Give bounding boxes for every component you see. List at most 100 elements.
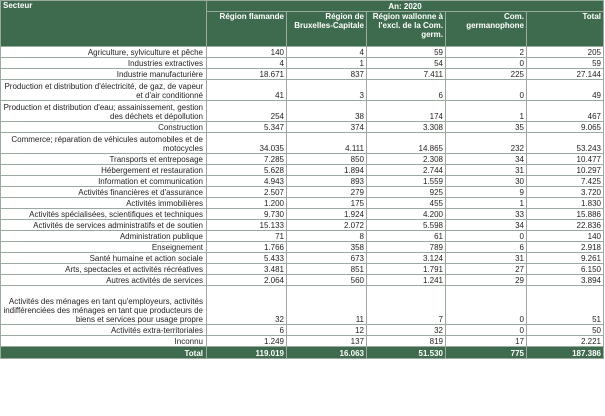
row-label: Enseignement: [0, 241, 207, 253]
cell-value: 2.308: [366, 153, 446, 165]
table-row: Information et communication 4.943 893 1.55…: [0, 175, 604, 187]
cell-value: 11: [286, 285, 367, 325]
cell-value: 1.559: [366, 175, 446, 187]
cell-value: 30: [445, 175, 527, 187]
row-label: Transports et entreposage: [0, 153, 207, 165]
row-label: Santé humaine et action sociale: [0, 252, 207, 264]
cell-value: 27: [445, 263, 527, 275]
cell-value: 27.144: [526, 68, 604, 80]
cell-value: 3.720: [526, 186, 604, 198]
cell-value: 7.411: [366, 68, 446, 80]
cell-value: 15.886: [526, 208, 604, 220]
table-row: Transports et entreposage 7.285 850 2.308 34…: [0, 153, 604, 165]
total-value: 119.019: [206, 346, 287, 359]
cell-value: 54: [366, 57, 446, 69]
cell-value: 12: [286, 324, 367, 336]
cell-value: 205: [526, 46, 604, 58]
cell-value: 925: [366, 186, 446, 198]
cell-value: 53.243: [526, 132, 604, 154]
table-row: Activités des ménages en tant qu'employe…: [0, 285, 604, 325]
cell-value: 34: [445, 153, 527, 165]
cell-value: 1.894: [286, 164, 367, 176]
row-label: Inconnu: [0, 335, 207, 347]
cell-value: 0: [445, 324, 527, 336]
table-row: Commerce; réparation de véhicules automo…: [0, 132, 604, 154]
cell-value: 4: [206, 57, 287, 69]
header-region-bruxelles[interactable]: Région de Bruxelles-Capitale: [286, 11, 367, 47]
row-label: Production et distribution d'eau; assain…: [0, 100, 207, 122]
cell-value: 850: [286, 153, 367, 165]
cell-value: 6.150: [526, 263, 604, 275]
cell-value: 1.924: [286, 208, 367, 220]
cell-value: 455: [366, 197, 446, 209]
cell-value: 41: [206, 79, 287, 101]
cell-value: 1: [445, 197, 527, 209]
table-row: Inconnu 1.249 137 819 17 2.221: [0, 335, 604, 347]
cell-value: 140: [206, 46, 287, 58]
total-value: 187.386: [526, 346, 604, 359]
cell-value: 61: [366, 230, 446, 242]
table-row: Hébergement et restauration 5.628 1.894 2.7…: [0, 164, 604, 176]
cell-value: 3.124: [366, 252, 446, 264]
cell-value: 9: [445, 186, 527, 198]
cell-value: 9.261: [526, 252, 604, 264]
cell-value: 4.943: [206, 175, 287, 187]
row-label: Production et distribution d'électricité…: [0, 79, 207, 101]
cell-value: 0: [445, 285, 527, 325]
cell-value: 29: [445, 274, 527, 286]
header-row-columns: Région flamande Région de Bruxelles-Capi…: [1, 11, 604, 47]
cell-value: 140: [526, 230, 604, 242]
cell-value: 31: [445, 252, 527, 264]
row-label: Industries extractives: [0, 57, 207, 69]
cell-value: 467: [526, 100, 604, 122]
cell-value: 18.671: [206, 68, 287, 80]
cell-value: 819: [366, 335, 446, 347]
cell-value: 175: [286, 197, 367, 209]
table-row: Activités spécialisées, scientifiques et…: [0, 208, 604, 220]
header-region-flamande[interactable]: Région flamande: [206, 11, 287, 47]
cell-value: 59: [526, 57, 604, 69]
cell-value: 1: [286, 57, 367, 69]
cell-value: 9.065: [526, 121, 604, 133]
cell-value: 0: [445, 230, 527, 242]
header-com-germanophone[interactable]: Com. germanophone: [445, 11, 527, 47]
table-row: Administration publique 71 8 61 0 140: [0, 230, 604, 242]
row-label: Hébergement et restauration: [0, 164, 207, 176]
cell-value: 6: [366, 79, 446, 101]
row-label: Activités immobilières: [0, 197, 207, 209]
row-label: Construction: [0, 121, 207, 133]
cell-value: 0: [445, 79, 527, 101]
header-secteur[interactable]: Secteur: [0, 0, 207, 47]
header-year[interactable]: An: 2020: [206, 0, 604, 12]
total-label: Total: [0, 346, 207, 359]
cell-value: 673: [286, 252, 367, 264]
row-label: Industrie manufacturière: [0, 68, 207, 80]
header-region-wallonne[interactable]: Région wallonne à l'excl. de la Com. ger…: [366, 11, 446, 47]
row-label: Commerce; réparation de véhicules automo…: [0, 132, 207, 154]
cell-value: 38: [286, 100, 367, 122]
cell-value: 10.297: [526, 164, 604, 176]
cell-value: 2.064: [206, 274, 287, 286]
table-row: Agriculture, sylviculture et pêche 140 4 59…: [0, 46, 604, 58]
cell-value: 7: [366, 285, 446, 325]
header-total[interactable]: Total: [526, 11, 604, 47]
table-row: Activités de services administratifs et …: [0, 219, 604, 231]
header-row-year: Secteur An: 2020: [0, 0, 604, 47]
cell-value: 7.285: [206, 153, 287, 165]
cell-value: 15.133: [206, 219, 287, 231]
row-label: Autres activités de services: [0, 274, 207, 286]
table-row: Activités immobilières 1.200 175 455 1 1.830: [0, 197, 604, 209]
cell-value: 3.894: [526, 274, 604, 286]
cell-value: 34: [445, 219, 527, 231]
total-value: 16.063: [286, 346, 367, 359]
cell-value: 35: [445, 121, 527, 133]
cell-value: 6: [206, 324, 287, 336]
cell-value: 2: [445, 46, 527, 58]
data-table: Secteur An: 2020 Région flamande Région …: [0, 0, 604, 359]
cell-value: 17: [445, 335, 527, 347]
cell-value: 10.477: [526, 153, 604, 165]
table-row: Industries extractives 4 1 54 0 59: [0, 57, 604, 69]
cell-value: 560: [286, 274, 367, 286]
cell-value: 2.221: [526, 335, 604, 347]
row-label: Administration publique: [0, 230, 207, 242]
